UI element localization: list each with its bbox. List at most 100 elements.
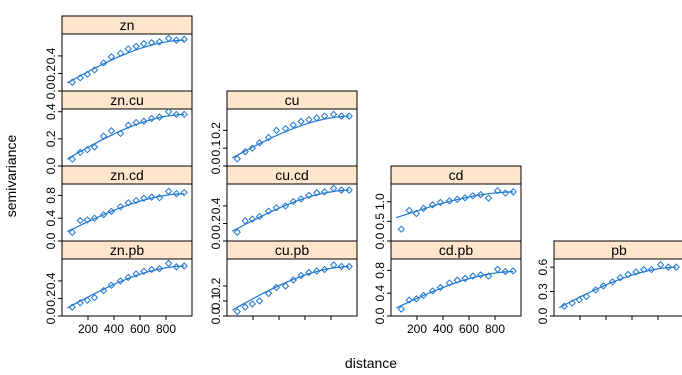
data-point — [172, 110, 181, 119]
data-point — [241, 148, 249, 156]
data-point — [345, 112, 353, 120]
data-point — [560, 302, 568, 310]
plot-frame — [226, 183, 358, 242]
y-tick-label: 0.2 — [44, 130, 58, 147]
data-point — [405, 206, 413, 215]
y-tick-label: 0.2 — [209, 215, 223, 232]
y-tick-label: 0.0 — [44, 307, 58, 324]
data-point — [99, 132, 108, 140]
data-point — [76, 74, 84, 82]
data-point — [99, 211, 108, 219]
panel-cu-pb: cu.pb 0.00.10.2 — [209, 240, 358, 324]
y-tick-label: 0.6 — [536, 258, 550, 275]
data-point — [419, 291, 428, 300]
data-point — [428, 287, 437, 295]
data-point — [264, 289, 273, 298]
data-point — [501, 189, 510, 197]
data-point — [76, 299, 84, 307]
data-point — [107, 127, 116, 135]
data-point — [493, 265, 502, 273]
data-point — [90, 214, 99, 222]
strip-label: cd.pb — [439, 242, 473, 258]
data-point — [608, 278, 617, 286]
model-line — [558, 266, 677, 309]
data-point — [412, 209, 421, 218]
data-point — [337, 186, 346, 194]
data-point — [147, 265, 156, 274]
data-point — [68, 78, 76, 86]
data-point — [124, 121, 133, 129]
data-point — [419, 204, 428, 213]
data-point — [582, 292, 591, 301]
data-point — [397, 305, 405, 313]
data-point — [248, 300, 257, 308]
data-point — [469, 192, 477, 200]
panel-zn: zn 0.00.20.4 — [44, 15, 193, 99]
y-tick-label: 0.4 — [44, 103, 58, 120]
model-line — [231, 115, 350, 159]
data-point — [264, 207, 273, 215]
strip-label: zn.pb — [110, 242, 144, 258]
data-point — [248, 215, 257, 223]
y-tick-label: 0.0 — [209, 157, 223, 174]
data-point — [461, 274, 469, 283]
data-point — [132, 196, 140, 205]
data-point — [305, 268, 313, 277]
y-tick-label: 0.0 — [44, 232, 58, 249]
model-line — [231, 189, 350, 232]
plot-frame — [61, 33, 193, 92]
strip-label: zn.cu — [110, 92, 143, 108]
data-point — [320, 265, 329, 274]
plot-frame — [553, 258, 682, 317]
data-point — [289, 121, 298, 129]
plot-frame — [226, 258, 358, 317]
data-point — [264, 133, 273, 142]
data-point — [672, 263, 680, 271]
strip-label: zn — [120, 17, 135, 33]
data-point — [281, 124, 290, 133]
data-point — [297, 271, 305, 280]
data-point — [337, 112, 346, 120]
y-tick-label: 0.4 — [44, 210, 58, 227]
data-point — [76, 148, 84, 157]
data-point — [241, 303, 249, 311]
data-point — [172, 36, 181, 44]
y-tick-label: 0.0 — [536, 307, 550, 324]
y-tick-label: 0.5 — [373, 213, 387, 230]
data-point — [624, 270, 632, 279]
data-point — [83, 70, 92, 79]
data-point — [90, 293, 99, 302]
model-line — [66, 113, 185, 160]
data-point — [147, 39, 156, 47]
data-point — [297, 117, 305, 126]
data-point — [289, 276, 298, 284]
plot-frame — [61, 108, 193, 167]
strip-label: cu.pb — [275, 242, 309, 258]
y-tick-label: 1.0 — [373, 193, 387, 210]
data-point — [320, 188, 329, 196]
data-point — [155, 38, 164, 46]
strip-label: cd — [449, 167, 464, 183]
data-point — [172, 189, 181, 198]
data-point — [272, 283, 281, 292]
y-tick-label: 0.2 — [44, 290, 58, 307]
data-point — [476, 190, 485, 199]
strip-label: zn.cd — [110, 167, 143, 183]
panel-cu-cd: cu.cd 0.00.20.4 — [209, 165, 358, 249]
x-axis-title: distance — [345, 355, 397, 371]
data-point — [312, 267, 321, 275]
data-point — [164, 108, 173, 116]
data-point — [132, 42, 140, 50]
data-point — [180, 262, 188, 270]
plot-frame — [61, 183, 193, 242]
panel-grid: zn0.00.20.4zn.cu0.00.20.4cu0.00.10.2zn.c… — [44, 15, 682, 336]
data-point — [289, 197, 298, 206]
y-tick-label: 0.8 — [44, 187, 58, 204]
data-point — [397, 225, 405, 233]
data-point — [568, 299, 576, 307]
data-point — [445, 197, 454, 205]
data-point — [493, 186, 502, 195]
model-line — [395, 271, 514, 309]
data-point — [664, 263, 673, 271]
x-tick-label: 600 — [130, 322, 150, 336]
